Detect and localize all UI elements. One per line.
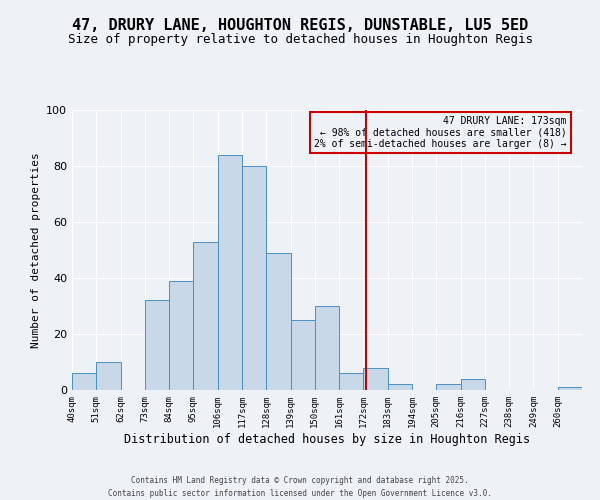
Text: 47, DRURY LANE, HOUGHTON REGIS, DUNSTABLE, LU5 5ED: 47, DRURY LANE, HOUGHTON REGIS, DUNSTABL… xyxy=(72,18,528,32)
Bar xyxy=(290,320,315,390)
Text: Size of property relative to detached houses in Houghton Regis: Size of property relative to detached ho… xyxy=(67,32,533,46)
Bar xyxy=(339,373,364,390)
Bar xyxy=(461,379,485,390)
Bar xyxy=(436,384,461,390)
Bar xyxy=(266,253,290,390)
Bar xyxy=(364,368,388,390)
Bar xyxy=(242,166,266,390)
Bar xyxy=(193,242,218,390)
Bar xyxy=(315,306,339,390)
Y-axis label: Number of detached properties: Number of detached properties xyxy=(31,152,41,348)
X-axis label: Distribution of detached houses by size in Houghton Regis: Distribution of detached houses by size … xyxy=(124,432,530,446)
Bar xyxy=(169,281,193,390)
Text: Contains HM Land Registry data © Crown copyright and database right 2025.
Contai: Contains HM Land Registry data © Crown c… xyxy=(108,476,492,498)
Bar xyxy=(96,362,121,390)
Bar xyxy=(218,155,242,390)
Text: 47 DRURY LANE: 173sqm
← 98% of detached houses are smaller (418)
2% of semi-deta: 47 DRURY LANE: 173sqm ← 98% of detached … xyxy=(314,116,567,149)
Bar xyxy=(558,387,582,390)
Bar xyxy=(388,384,412,390)
Bar xyxy=(72,373,96,390)
Bar xyxy=(145,300,169,390)
